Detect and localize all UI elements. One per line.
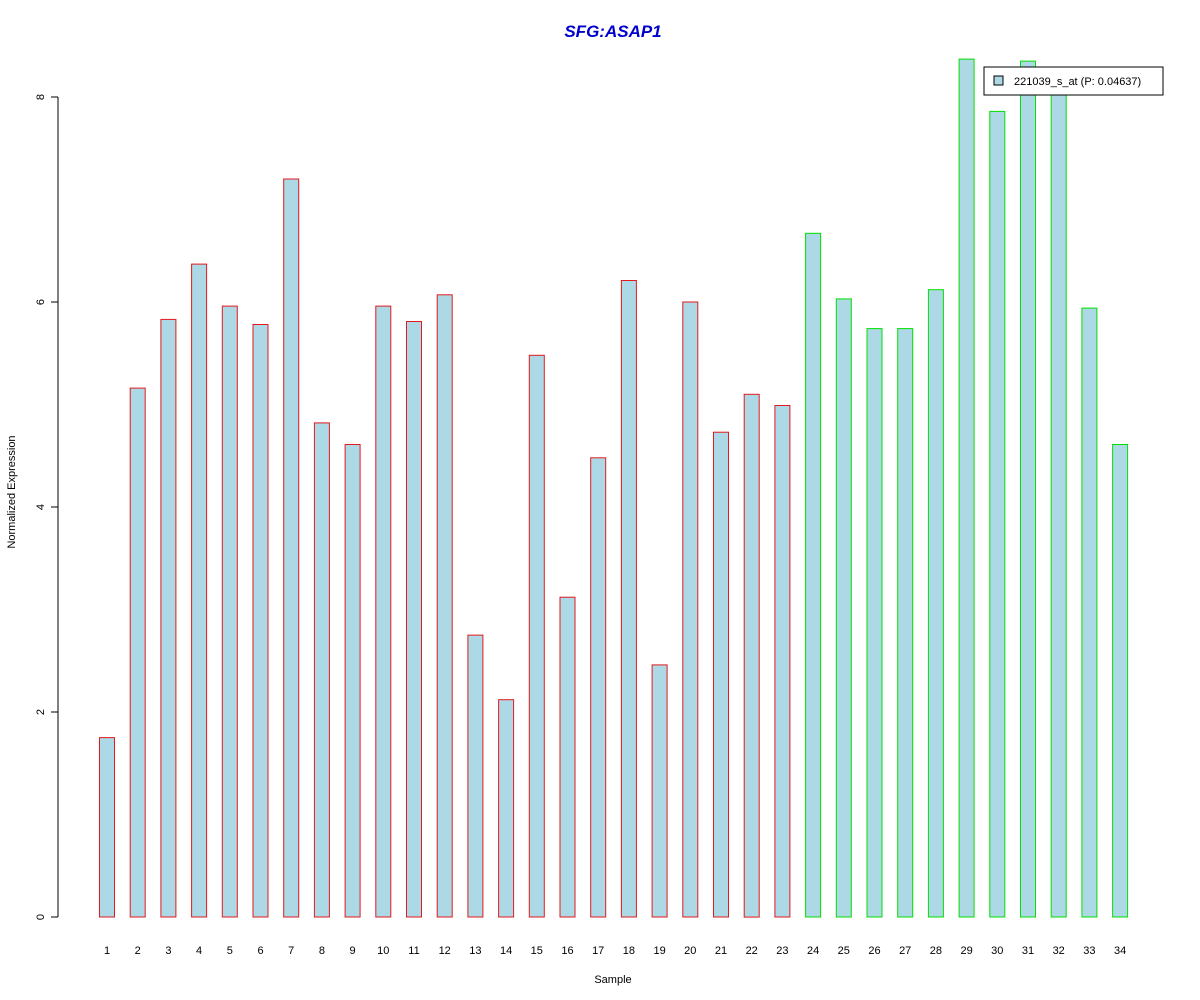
bar-sample-6 <box>252 324 269 918</box>
y-tick-label: 0 <box>35 914 47 920</box>
x-tick-label: 3 <box>165 945 171 957</box>
bar-sample-25 <box>835 298 852 918</box>
bar-sample-29 <box>958 58 975 918</box>
bar-sample-1 <box>99 737 115 918</box>
x-tick-label: 16 <box>561 945 573 957</box>
x-axis-label: Sample <box>594 974 631 986</box>
x-tick-label: 27 <box>899 945 911 957</box>
x-tick-label: 23 <box>776 945 788 957</box>
legend: 221039_s_at (P: 0.04637) <box>983 66 1164 96</box>
x-tick-label: 9 <box>350 945 356 957</box>
x-tick-label: 8 <box>319 945 325 957</box>
x-tick-label: 28 <box>930 945 942 957</box>
x-tick-label: 4 <box>196 945 202 957</box>
x-tick-label: 18 <box>623 945 635 957</box>
x-tick-label: 15 <box>531 945 543 957</box>
x-tick-label: 11 <box>408 945 419 957</box>
bar-sample-16 <box>559 596 576 918</box>
bar-sample-13 <box>467 634 484 918</box>
legend-box <box>983 66 1164 96</box>
bar-sample-31 <box>1020 60 1036 918</box>
x-tick-label: 25 <box>838 945 850 957</box>
bar-sample-15 <box>528 354 545 918</box>
bar-sample-20 <box>682 301 699 918</box>
x-tick-label: 20 <box>684 945 696 957</box>
bar-sample-19 <box>651 664 668 918</box>
y-tick-label: 4 <box>35 504 47 510</box>
bar-sample-33 <box>1081 307 1098 918</box>
x-tick-label: 10 <box>377 945 389 957</box>
x-tick-label: 6 <box>257 945 263 957</box>
bar-sample-5 <box>221 305 238 918</box>
bar-sample-18 <box>620 280 637 918</box>
bar-sample-26 <box>866 328 883 918</box>
bar-sample-27 <box>897 328 914 918</box>
bar-sample-24 <box>805 232 822 918</box>
x-tick-label: 31 <box>1022 945 1034 957</box>
x-tick-label: 24 <box>807 945 819 957</box>
bar-sample-23 <box>774 405 791 918</box>
bar-sample-11 <box>406 321 422 918</box>
x-tick-label: 14 <box>500 945 512 957</box>
x-tick-label: 13 <box>469 945 481 957</box>
x-tick-label: 22 <box>746 945 758 957</box>
x-tick-label: 30 <box>991 945 1003 957</box>
bar-sample-28 <box>927 289 944 918</box>
legend-label: 221039_s_at (P: 0.04637) <box>1014 76 1141 88</box>
bar-sample-8 <box>313 422 330 918</box>
x-tick-label: 17 <box>592 945 604 957</box>
x-tick-label: 34 <box>1114 945 1126 957</box>
bar-sample-7 <box>283 178 300 918</box>
x-tick-label: 32 <box>1053 945 1065 957</box>
bar-sample-4 <box>191 263 208 918</box>
x-tick-label: 7 <box>288 945 294 957</box>
x-tick-label: 21 <box>715 945 727 957</box>
bar-sample-3 <box>160 318 177 918</box>
x-tick-label: 2 <box>135 945 141 957</box>
y-tick-label: 6 <box>35 299 47 305</box>
x-tick-label: 19 <box>653 945 665 957</box>
chart-title: SFG:ASAP1 <box>564 22 661 41</box>
bar-sample-22 <box>743 393 760 918</box>
bar-sample-34 <box>1112 444 1129 918</box>
x-axis-labels: 1 2 3 4 5 6 7 8 9 10 11 12 13 14 15 16 17 18 19 20 21 22 23 24 2… <box>104 945 1126 957</box>
x-tick-label: 29 <box>960 945 972 957</box>
y-axis-label: Normalized Expression <box>6 435 18 548</box>
bar-sample-2 <box>129 387 146 918</box>
x-tick-label: 12 <box>439 945 451 957</box>
bar-sample-17 <box>590 457 607 918</box>
y-tick-label: 8 <box>35 94 47 100</box>
bar-sample-14 <box>498 699 515 918</box>
bar-sample-32 <box>1050 89 1067 918</box>
x-tick-label: 26 <box>868 945 880 957</box>
y-tick-label: 2 <box>35 709 47 715</box>
legend-swatch <box>993 75 1004 86</box>
bar-sample-12 <box>436 294 453 918</box>
bar-sample-21 <box>713 431 729 918</box>
bar-sample-10 <box>375 305 392 918</box>
x-tick-label: 33 <box>1083 945 1095 957</box>
y-axis: 0 2 4 6 8 <box>35 94 59 920</box>
x-tick-label: 5 <box>227 945 233 957</box>
bars-group <box>99 58 1129 918</box>
bar-sample-9 <box>344 444 361 918</box>
x-tick-label: 1 <box>104 945 110 957</box>
bar-sample-30 <box>989 110 1006 918</box>
